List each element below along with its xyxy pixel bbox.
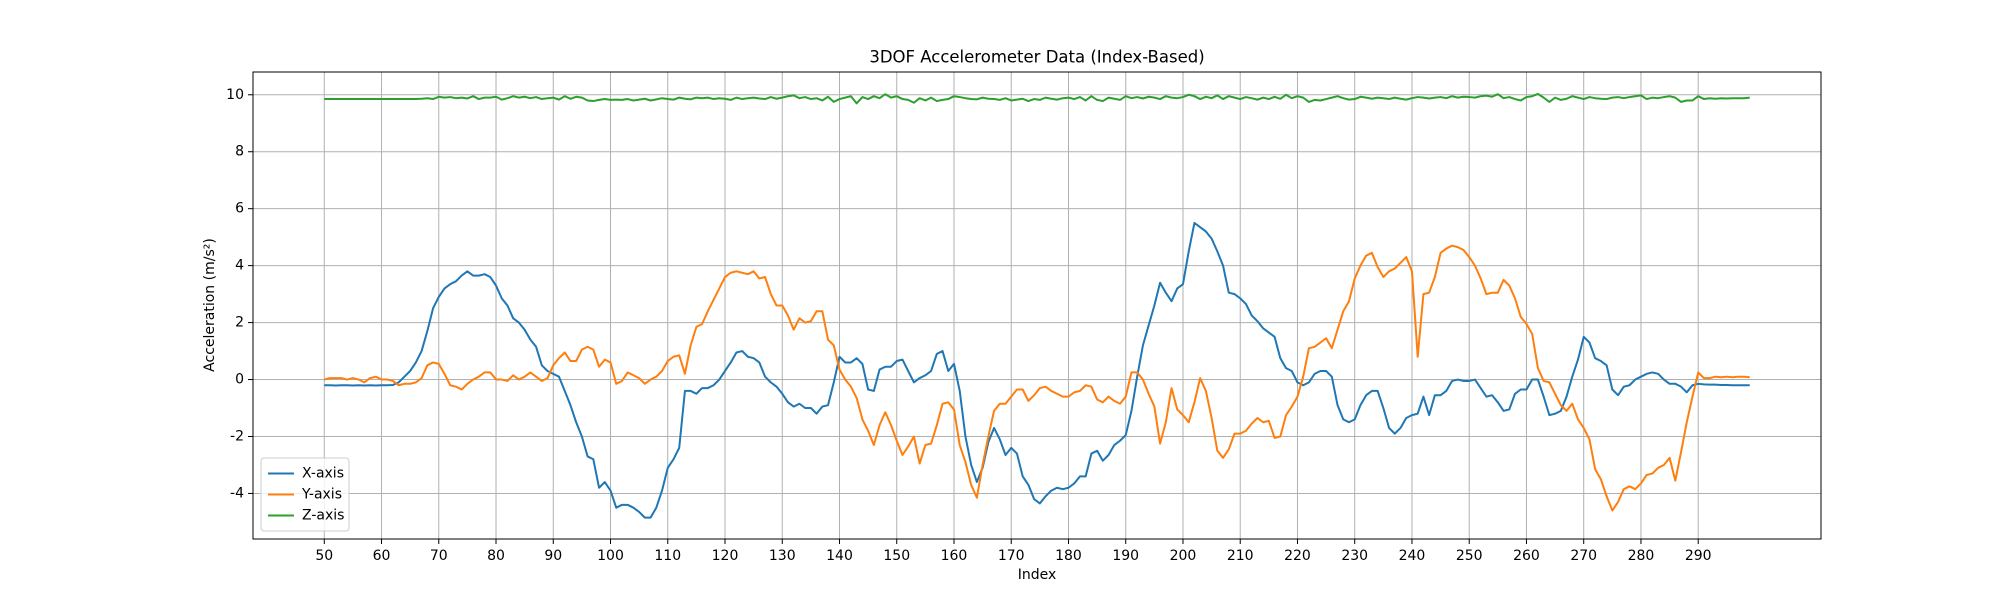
x-tick-label: 180: [1055, 548, 1082, 564]
legend: X-axis Y-axis Z-axis: [260, 457, 350, 532]
series-line: [324, 92, 1750, 105]
x-tick-label: 80: [487, 548, 505, 564]
legend-box: [260, 457, 350, 532]
x-tick-label: 210: [1227, 548, 1254, 564]
x-tick-label: 60: [373, 548, 391, 564]
x-tick-label: 230: [1341, 548, 1368, 564]
x-axis-label: Index: [1018, 567, 1057, 583]
y-tick-label: -4: [230, 485, 244, 501]
axes-frame: [252, 71, 1822, 540]
x-tick-label: 90: [544, 548, 562, 564]
x-tick-label: 110: [654, 548, 681, 564]
legend-label: Y-axis: [301, 487, 342, 503]
y-tick-label: -2: [230, 428, 244, 444]
x-tick-label: 250: [1456, 548, 1483, 564]
x-tick-label: 270: [1570, 548, 1597, 564]
y-tick-label: 10: [226, 87, 244, 103]
series-line: [324, 244, 1750, 512]
x-tick-label: 220: [1284, 548, 1311, 564]
x-tick-label: 160: [941, 548, 968, 564]
x-tick-label: 150: [883, 548, 910, 564]
x-tick-label: 100: [597, 548, 624, 564]
x-tick-label: 240: [1399, 548, 1426, 564]
x-tick-label: 200: [1170, 548, 1197, 564]
y-tick-label: 8: [235, 144, 244, 160]
legend-label: Z-axis: [302, 508, 344, 524]
x-tick-label: 120: [712, 548, 739, 564]
y-axis-label: Acceleration (m/s²): [202, 238, 218, 372]
series-line: [324, 221, 1750, 519]
x-tick-label: 140: [826, 548, 853, 564]
chart-title: 3DOF Accelerometer Data (Index-Based): [869, 48, 1204, 67]
x-tick-label: 130: [769, 548, 796, 564]
x-tick-label: 70: [430, 548, 448, 564]
y-tick-label: 6: [235, 201, 244, 217]
x-tick-label: 170: [998, 548, 1025, 564]
legend-label: X-axis: [302, 466, 344, 482]
x-tick-label: 190: [1112, 548, 1139, 564]
x-tick-label: 260: [1513, 548, 1540, 564]
y-tick-label: 2: [235, 315, 244, 331]
x-tick-label: 50: [315, 548, 333, 564]
x-tick-label: 280: [1628, 548, 1655, 564]
x-tick-label: 290: [1685, 548, 1712, 564]
y-tick-label: 0: [235, 372, 244, 388]
y-tick-label: 4: [235, 258, 244, 274]
